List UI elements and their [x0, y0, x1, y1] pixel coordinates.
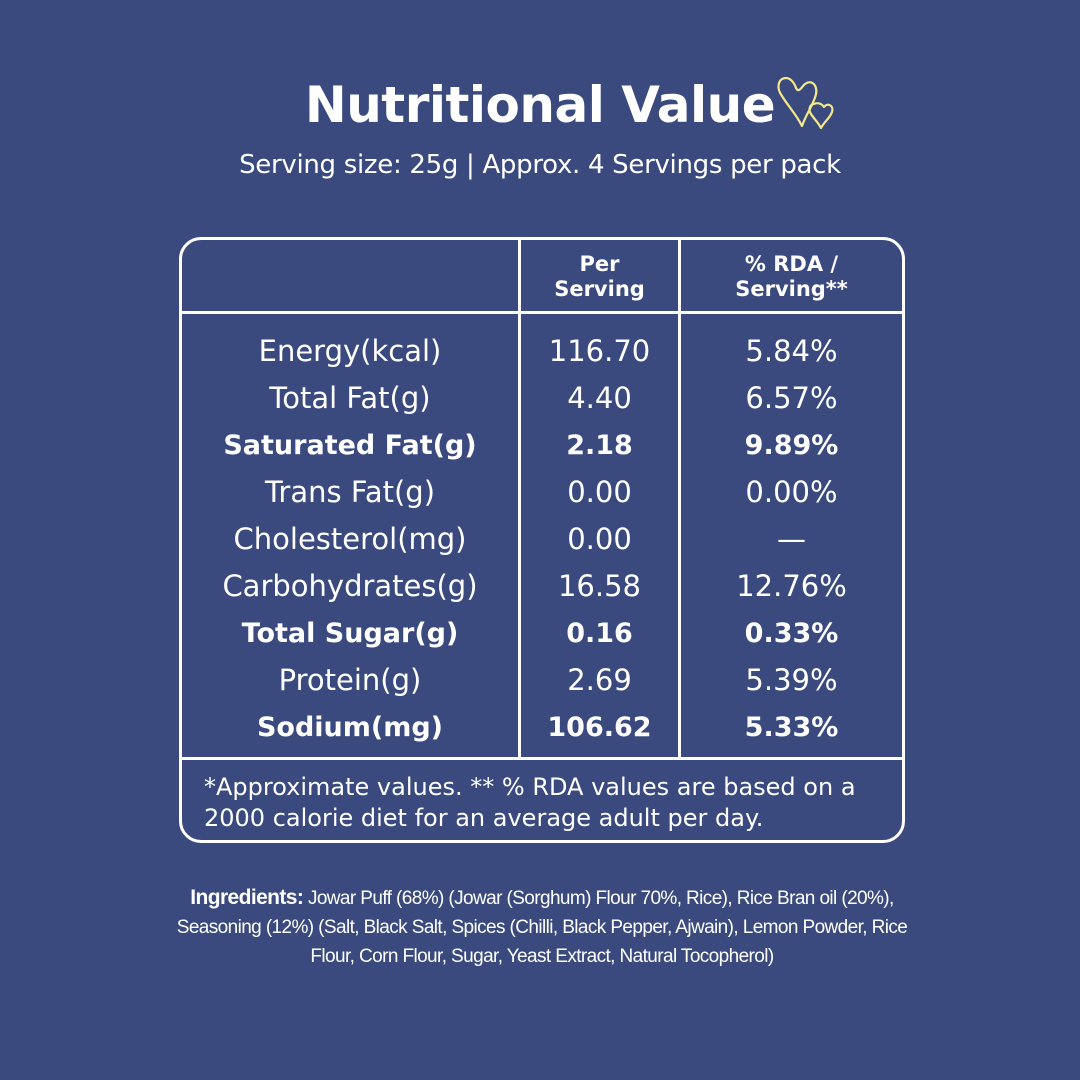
rda-value: 5.84%: [745, 334, 838, 368]
serving-size-text: Serving size: 25g | Approx. 4 Servings p…: [239, 150, 841, 180]
rda-header: % RDA / Serving**: [681, 252, 902, 302]
rda-value: 0.33%: [744, 618, 839, 649]
double-heart-icon: [777, 76, 834, 130]
rda-value: 6.57%: [745, 381, 838, 415]
column-divider: [678, 240, 681, 760]
per-serving-value: 106.62: [547, 712, 652, 743]
nutrition-table: Per Serving % RDA / Serving** Energy(kca…: [179, 237, 905, 843]
per-serving-header-line2: Serving: [554, 277, 645, 301]
rda-value: 9.89%: [744, 430, 839, 461]
header-divider: [182, 311, 902, 314]
nutrient-name: Protein(g): [278, 663, 422, 697]
rda-header-line2: Serving**: [735, 277, 848, 301]
table-row: Total Sugar(g) 0.16 0.33%: [182, 610, 902, 657]
table-footnote: *Approximate values. ** % RDA values are…: [204, 773, 856, 832]
per-serving-value: 2.18: [566, 430, 633, 461]
nutrient-name: Trans Fat(g): [264, 475, 436, 509]
rda-value: —: [777, 522, 806, 556]
per-serving-value: 116.70: [548, 334, 651, 368]
table-row: Sodium(mg) 106.62 5.33%: [182, 704, 902, 751]
per-serving-value: 0.00: [567, 475, 632, 509]
ingredients-text: Jowar Puff (68%) (Jowar (Sorghum) Flour …: [176, 888, 908, 967]
rda-value: 0.00%: [745, 475, 838, 509]
page-title: Nutritional Value: [304, 76, 776, 134]
table-row: Saturated Fat(g) 2.18 9.89%: [182, 422, 902, 469]
table-row: Total Fat(g) 4.40 6.57%: [182, 375, 902, 422]
table-row: Energy(kcal) 116.70 5.84%: [182, 328, 902, 375]
per-serving-value: 2.69: [567, 663, 632, 697]
nutrient-name: Saturated Fat(g): [223, 430, 477, 461]
nutrition-rows: Energy(kcal) 116.70 5.84% Total Fat(g) 4…: [182, 328, 902, 751]
rda-value: 12.76%: [736, 569, 847, 603]
nutrient-name: Carbohydrates(g): [222, 569, 478, 603]
nutrient-name: Energy(kcal): [258, 334, 442, 368]
rda-header-line1: % RDA /: [744, 252, 839, 276]
nutrient-name: Sodium(mg): [256, 712, 444, 743]
per-serving-value: 4.40: [567, 381, 632, 415]
per-serving-header: Per Serving: [521, 252, 678, 302]
per-serving-value: 0.00: [567, 522, 632, 556]
table-row: Protein(g) 2.69 5.39%: [182, 657, 902, 704]
table-row: Trans Fat(g) 0.00 0.00%: [182, 469, 902, 516]
rda-value: 5.33%: [744, 712, 839, 743]
nutrient-name: Total Fat(g): [269, 381, 431, 415]
ingredients-label: Ingredients:: [190, 886, 304, 909]
nutrient-name: Cholesterol(mg): [233, 522, 467, 556]
table-row: Carbohydrates(g) 16.58 12.76%: [182, 563, 902, 610]
per-serving-value: 16.58: [557, 569, 642, 603]
per-serving-header-line1: Per: [579, 252, 620, 276]
per-serving-value: 0.16: [566, 618, 633, 649]
column-divider: [518, 240, 521, 760]
footer-divider: [182, 757, 902, 760]
ingredients-block: Ingredients: Jowar Puff (68%) (Jowar (So…: [172, 883, 912, 971]
rda-value: 5.39%: [745, 663, 838, 697]
nutrient-name: Total Sugar(g): [241, 618, 459, 649]
table-row: Cholesterol(mg) 0.00 —: [182, 516, 902, 563]
